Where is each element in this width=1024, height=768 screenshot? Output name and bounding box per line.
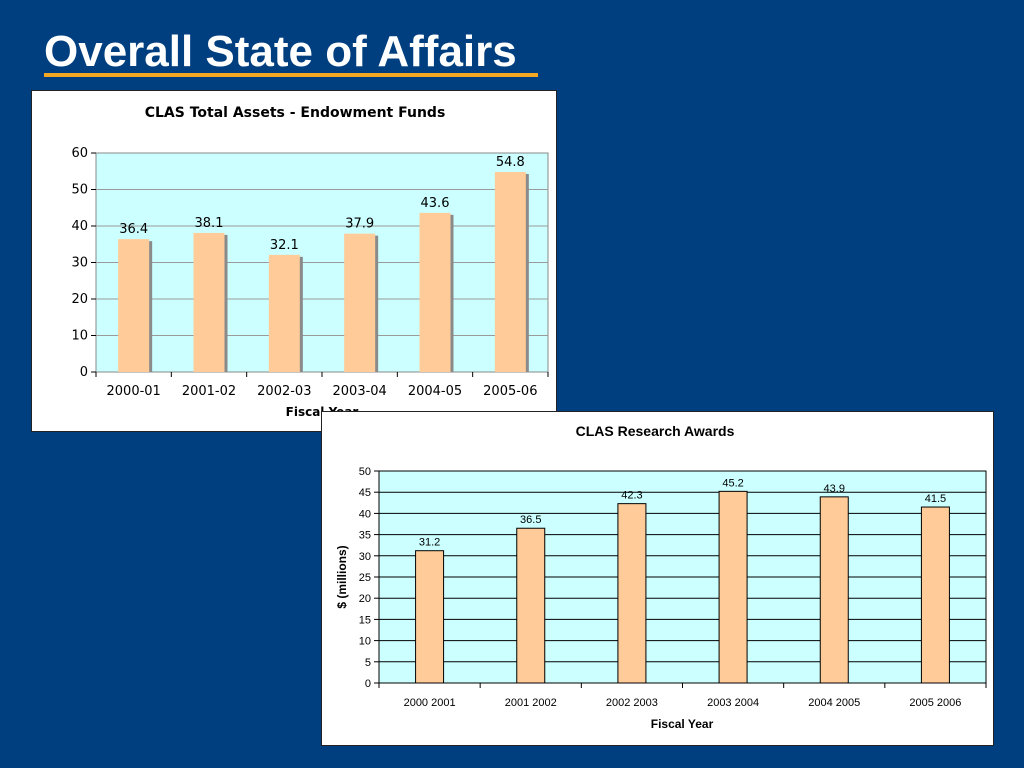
- y-tick-label: 0: [365, 678, 371, 690]
- data-label: 36.5: [520, 514, 541, 526]
- y-tick-label: 50: [359, 466, 371, 478]
- y-axis-label: $ (millions): [335, 545, 349, 608]
- data-label: 38.1: [195, 216, 224, 231]
- x-tick-label: 2002-03: [257, 384, 311, 399]
- bar: [920, 506, 950, 684]
- y-tick-label: 60: [71, 146, 88, 161]
- title-underline: [44, 73, 538, 77]
- data-label: 45.2: [722, 477, 743, 489]
- x-tick-label: 2002 2003: [606, 697, 658, 709]
- chart-title: CLAS Research Awards: [576, 423, 735, 439]
- bar: [617, 503, 647, 684]
- bar: [193, 232, 225, 372]
- data-label: 36.4: [119, 222, 148, 237]
- x-tick-label: 2004-05: [408, 384, 462, 399]
- bar: [344, 233, 376, 372]
- data-label: 37.9: [345, 217, 374, 232]
- x-tick-label: 2003 2004: [707, 697, 759, 709]
- y-tick-label: 30: [71, 256, 88, 271]
- x-tick-label: 2003-04: [333, 384, 387, 399]
- x-tick-label: 2000 2001: [404, 697, 456, 709]
- y-tick-label: 20: [71, 292, 88, 307]
- bar: [415, 550, 445, 684]
- y-tick-label: 15: [359, 614, 371, 626]
- y-tick-label: 0: [80, 365, 88, 380]
- data-label: 42.3: [621, 490, 642, 502]
- research-awards-chart: CLAS Research Awards 0 5 10 15 20 25 30 35 40 45 5…: [321, 411, 994, 746]
- y-tick-label: 40: [359, 508, 371, 520]
- endowment-chart: CLAS Total Assets - Endowment Funds 0 10 2…: [31, 90, 557, 432]
- x-tick-label: 2004 2005: [808, 697, 860, 709]
- slide-title: Overall State of Affairs: [44, 27, 517, 76]
- y-tick-label: 20: [359, 593, 371, 605]
- bar: [268, 254, 300, 372]
- x-tick-label: 2000-01: [107, 384, 161, 399]
- chart-title: CLAS Total Assets - Endowment Funds: [145, 105, 446, 121]
- y-tick-label: 40: [71, 219, 88, 234]
- y-tick-label: 45: [359, 487, 371, 499]
- bar: [118, 239, 150, 372]
- x-tick-label: 2001 2002: [505, 697, 557, 709]
- x-tick-label: 2005-06: [483, 384, 537, 399]
- x-tick-label: 2001-02: [182, 384, 236, 399]
- y-tick-label: 25: [359, 572, 371, 584]
- endowment-chart-svg: CLAS Total Assets - Endowment Funds 0 10 2…: [71, 105, 549, 419]
- data-label: 32.1: [270, 238, 299, 253]
- bar: [419, 212, 451, 372]
- y-tick-label: 50: [71, 183, 88, 198]
- bar: [819, 496, 849, 684]
- y-tick-label: 10: [71, 329, 88, 344]
- data-label: 31.2: [419, 537, 440, 549]
- y-tick-label: 10: [359, 636, 371, 648]
- y-tick-label: 5: [365, 657, 371, 669]
- x-axis-label: Fiscal Year: [651, 717, 714, 731]
- data-label: 43.9: [824, 483, 845, 495]
- bar: [516, 527, 546, 684]
- data-label: 41.5: [925, 493, 946, 505]
- x-tick-label: 2005 2006: [909, 697, 961, 709]
- data-label: 54.8: [496, 155, 525, 170]
- data-label: 43.6: [421, 196, 450, 211]
- bar: [494, 171, 526, 372]
- research-awards-chart-svg: CLAS Research Awards 0 5 10 15 20 25 30 35 40 45 5…: [335, 423, 987, 731]
- y-tick-label: 35: [359, 530, 371, 542]
- y-tick-label: 30: [359, 551, 371, 563]
- bar: [718, 490, 748, 684]
